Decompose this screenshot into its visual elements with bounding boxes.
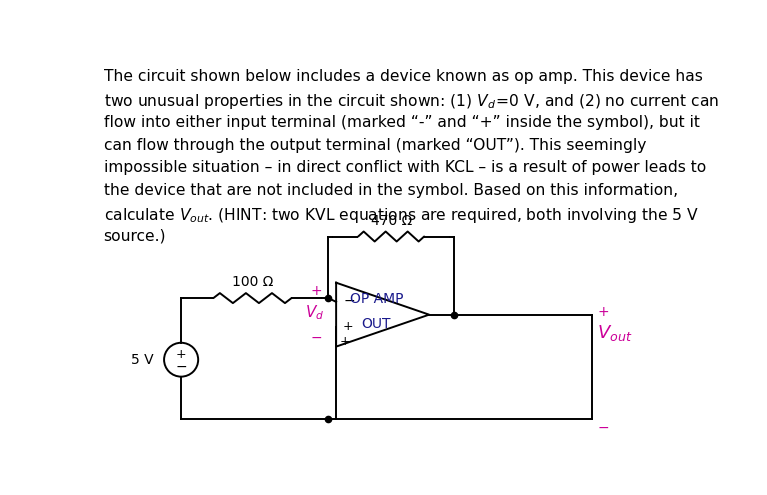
Text: $V_{out}$: $V_{out}$ (597, 323, 633, 343)
Text: +: + (310, 284, 322, 298)
Text: 470 Ω: 470 Ω (370, 214, 412, 228)
Text: calculate $V_{out}$. (HINT: two KVL equations are required, both involving the 5: calculate $V_{out}$. (HINT: two KVL equa… (104, 206, 699, 225)
Text: OP AMP: OP AMP (350, 292, 403, 306)
Text: The circuit shown below includes a device known as op amp. This device has: The circuit shown below includes a devic… (104, 69, 703, 85)
Text: −: − (176, 360, 187, 374)
Text: +: + (597, 304, 609, 319)
Text: +: + (343, 320, 354, 333)
Text: two unusual properties in the circuit shown: (1) $V_d\!=\!0$ V, and (2) no curre: two unusual properties in the circuit sh… (104, 92, 719, 111)
Text: +: + (176, 348, 186, 361)
Text: −: − (597, 421, 609, 435)
Text: −: − (310, 331, 322, 346)
Text: OUT: OUT (362, 317, 391, 331)
Text: flow into either input terminal (marked “-” and “+” inside the symbol), but it: flow into either input terminal (marked … (104, 115, 700, 130)
Text: $V_d$: $V_d$ (304, 304, 324, 322)
Text: source.): source.) (104, 228, 166, 244)
Text: 5 V: 5 V (131, 353, 154, 367)
Text: +: + (339, 335, 350, 348)
Text: impossible situation – in direct conflict with KCL – is a result of power leads : impossible situation – in direct conflic… (104, 160, 706, 175)
Text: −: − (343, 294, 354, 308)
Text: 100 Ω: 100 Ω (232, 275, 273, 289)
Text: the device that are not included in the symbol. Based on this information,: the device that are not included in the … (104, 183, 678, 198)
Text: can flow through the output terminal (marked “OUT”). This seemingly: can flow through the output terminal (ma… (104, 138, 646, 152)
